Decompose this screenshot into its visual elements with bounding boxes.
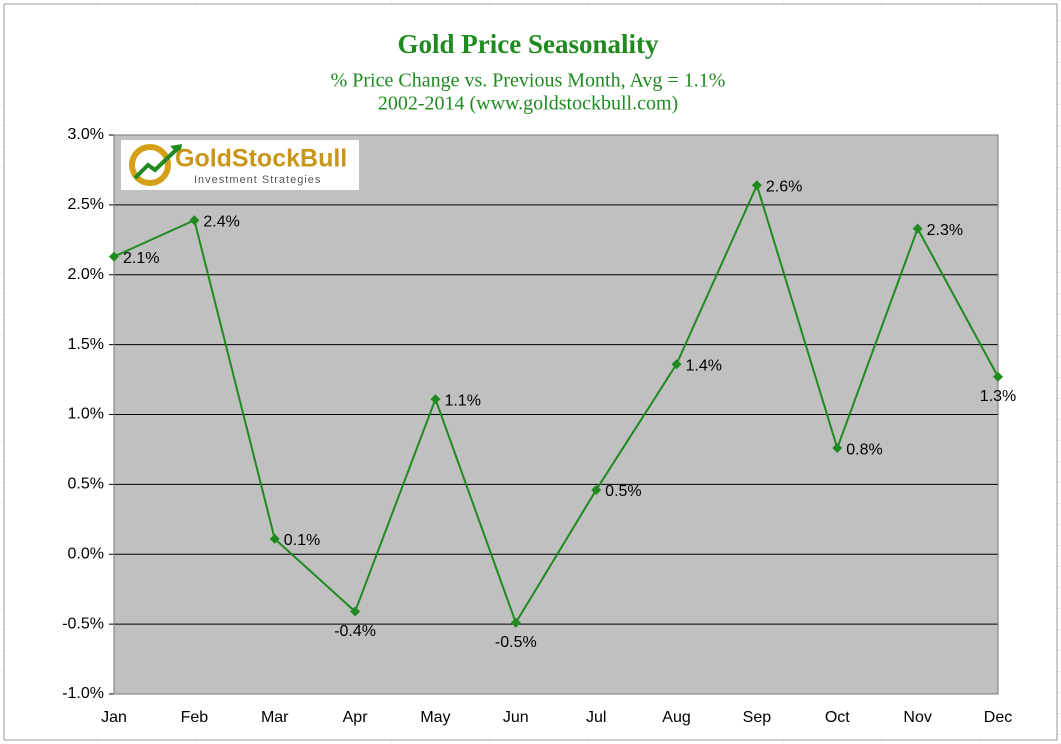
- x-tick-label: Aug: [662, 709, 690, 726]
- y-tick-label: -1.0%: [62, 685, 104, 702]
- logo-arrowhead: [170, 144, 182, 156]
- chart-subtitle: % Price Change vs. Previous Month, Avg =…: [331, 70, 726, 92]
- logo-tagline: Investment Strategies: [194, 174, 321, 186]
- data-label: -0.4%: [334, 623, 376, 640]
- x-tick-label: Jul: [586, 709, 606, 726]
- data-point: [350, 606, 361, 617]
- data-label: 0.1%: [284, 532, 320, 549]
- plot-border: [113, 134, 999, 695]
- data-point: [189, 215, 200, 226]
- data-line: [113, 182, 999, 626]
- data-point: [109, 251, 119, 262]
- data-label: 0.5%: [605, 483, 641, 500]
- data-label: 2.3%: [927, 222, 963, 239]
- data-label: 1.3%: [980, 388, 1016, 405]
- x-tick-label: Jun: [503, 709, 529, 726]
- x-tick-label: May: [420, 709, 450, 726]
- data-point: [993, 371, 1003, 382]
- logo-ring: [129, 144, 171, 186]
- x-tick-label: Sep: [743, 709, 772, 726]
- data-label: 0.8%: [846, 441, 882, 458]
- y-tick-label: 0.5%: [68, 476, 104, 493]
- data-label: 1.4%: [686, 357, 722, 374]
- y-tick-label: 1.0%: [68, 406, 104, 423]
- data-point: [430, 394, 441, 405]
- logo-name: GoldStockBull: [175, 145, 347, 173]
- chart-title: Gold Price Seasonality: [398, 29, 659, 59]
- data-label: -0.5%: [495, 634, 537, 651]
- data-point: [912, 223, 923, 234]
- data-point: [751, 180, 762, 191]
- x-tick-label: Mar: [261, 709, 289, 726]
- data-point: [269, 533, 280, 544]
- x-tick-label: Jan: [101, 709, 127, 726]
- y-tick-label: 2.5%: [68, 196, 104, 213]
- y-tick-label: 3.0%: [68, 126, 104, 143]
- y-tick-label: 2.0%: [68, 266, 104, 283]
- y-tick-label: 0.0%: [68, 545, 104, 562]
- x-tick-label: Oct: [825, 709, 850, 726]
- x-tick-label: Nov: [903, 709, 931, 726]
- x-tick-label: Feb: [181, 709, 209, 726]
- y-tick-label: 1.5%: [68, 336, 104, 353]
- logo-arrow: [133, 146, 180, 180]
- chart-subtitle: 2002-2014 (www.goldstockbull.com): [378, 93, 678, 115]
- y-tick-label: -0.5%: [62, 615, 104, 632]
- data-point: [671, 359, 682, 370]
- data-point: [510, 617, 521, 628]
- data-point: [832, 443, 843, 454]
- x-tick-label: Apr: [343, 709, 369, 726]
- data-label: 2.4%: [203, 213, 239, 230]
- data-label: 2.1%: [123, 250, 159, 267]
- data-point: [591, 484, 602, 495]
- data-label: 1.1%: [444, 392, 480, 409]
- x-tick-label: Dec: [984, 709, 1012, 726]
- data-label: 2.6%: [766, 179, 802, 196]
